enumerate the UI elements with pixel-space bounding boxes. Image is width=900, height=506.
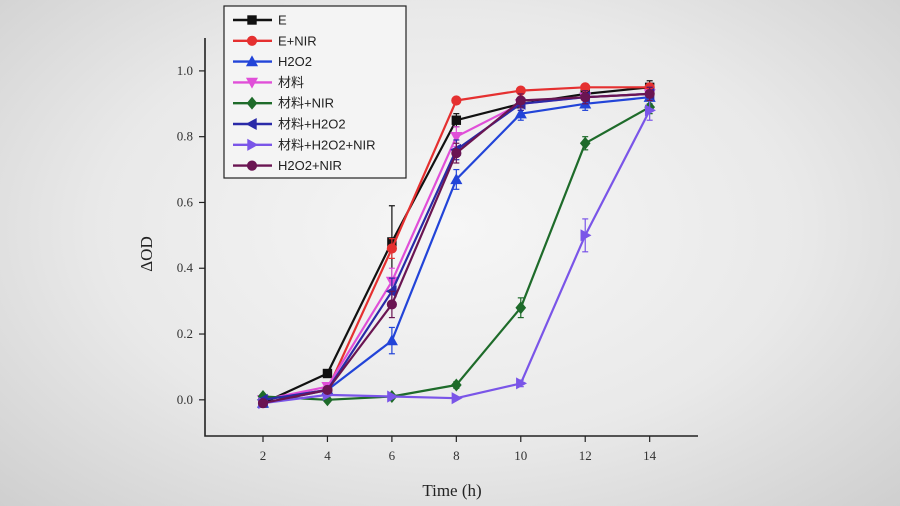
ticks-layer: 2 4 6 8 10 12 14 0.0 0.2 0.4 0.6 0.8 1.0 <box>177 63 657 463</box>
x-tick-label: 6 <box>389 448 396 463</box>
data-point <box>580 229 592 242</box>
legend-marker <box>245 117 257 131</box>
data-point <box>450 378 462 392</box>
legend-entry: 材料+H2O2+NIR <box>233 137 376 152</box>
data-point <box>385 334 398 346</box>
y-tick-label: 0.6 <box>177 194 194 209</box>
data-point <box>514 107 527 119</box>
data-point <box>450 173 463 185</box>
series-7 <box>257 86 655 409</box>
legend-entry: H2O2 <box>233 54 312 69</box>
legend-entry: 材料 <box>233 75 304 90</box>
data-point <box>515 301 527 315</box>
data-point <box>451 95 462 106</box>
y-tick-label: 0.4 <box>177 260 194 275</box>
legend-marker <box>247 138 259 151</box>
x-tick-label: 2 <box>260 448 267 463</box>
legend-box <box>223 5 407 179</box>
legend-entry: E+NIR <box>233 33 317 48</box>
legend-marker <box>246 35 258 46</box>
legend-entry: 材料+NIR <box>233 96 334 111</box>
x-tick-label: 8 <box>453 448 460 463</box>
data-point <box>515 95 526 106</box>
data-point <box>644 104 656 117</box>
legend-label: E <box>278 13 287 28</box>
data-point <box>580 92 591 103</box>
legend-label: 材料+NIR <box>278 96 334 111</box>
data-point <box>386 243 397 254</box>
y-axis-title: ΔOD <box>137 236 156 272</box>
legend-marker <box>245 77 259 89</box>
legend-entry: 材料+H2O2 <box>233 117 346 132</box>
legend-label: 材料+H2O2 <box>278 117 346 132</box>
plot-frame <box>204 38 698 437</box>
legend-label: H2O2 <box>278 54 312 69</box>
legend-marker <box>245 55 259 67</box>
series-layer <box>256 80 656 410</box>
legend-label: 材料+H2O2+NIR <box>278 137 376 152</box>
legend-marker <box>247 15 257 25</box>
data-point <box>387 390 399 403</box>
x-axis-title: Time (h) <box>422 481 481 500</box>
y-tick-label: 0.8 <box>177 129 193 144</box>
data-point <box>257 398 269 409</box>
data-point <box>579 136 591 150</box>
data-point <box>451 148 462 159</box>
data-point <box>322 368 333 379</box>
y-tick-label: 0.2 <box>177 326 193 341</box>
y-tick-label: 1.0 <box>177 63 193 78</box>
legend-label: E+NIR <box>278 33 317 48</box>
x-tick-label: 4 <box>324 448 331 463</box>
data-point <box>450 131 463 143</box>
x-tick-label: 12 <box>579 448 592 463</box>
data-point <box>451 392 463 405</box>
data-point <box>322 384 333 396</box>
legend-entry: E <box>233 13 287 28</box>
y-tick-label: 0.0 <box>177 392 193 407</box>
data-point <box>451 115 462 125</box>
axes-layer <box>204 38 698 437</box>
legend-label: H2O2+NIR <box>278 158 342 173</box>
data-point <box>644 88 655 100</box>
legend-label: 材料 <box>278 75 304 90</box>
x-tick-label: 14 <box>643 448 657 463</box>
data-point <box>516 377 528 390</box>
legend-entry: H2O2+NIR <box>233 158 342 173</box>
legend-marker <box>246 96 258 110</box>
x-tick-label: 10 <box>514 448 527 463</box>
legend-marker <box>246 160 258 171</box>
data-point <box>386 299 397 310</box>
